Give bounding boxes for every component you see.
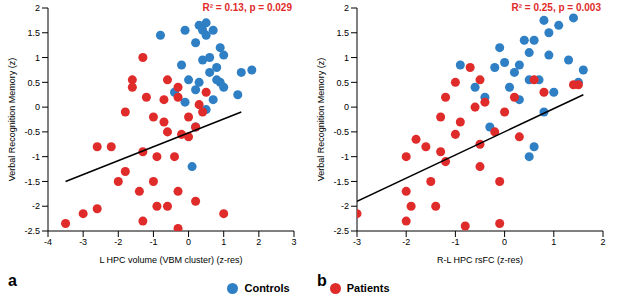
svg-text:1.5: 1.5 (336, 28, 349, 38)
svg-text:-2.5: -2.5 (24, 226, 40, 236)
html-text:Controls: Controls (244, 282, 290, 294)
svg-text:1: 1 (221, 237, 226, 247)
svg-text:R-L HPC rsFC (z-res): R-L HPC rsFC (z-res) (437, 255, 523, 265)
svg-text:0: 0 (186, 237, 191, 247)
svg-text:-2: -2 (341, 201, 349, 211)
svg-text:-2: -2 (32, 201, 40, 211)
svg-text:1.5: 1.5 (27, 28, 40, 38)
svg-text:-1.5: -1.5 (333, 177, 349, 187)
svg-text:-2: -2 (402, 237, 410, 247)
svg-text:-3: -3 (79, 237, 87, 247)
svg-text:Verbal Recognition Memory (z): Verbal Recognition Memory (z) (316, 58, 326, 182)
svg-text:2: 2 (600, 237, 605, 247)
svg-text:2: 2 (35, 3, 40, 13)
svg-text:-1: -1 (32, 152, 40, 162)
html-text:a: a (8, 272, 17, 289)
svg-text:2: 2 (256, 237, 261, 247)
html-text:Patients: Patients (346, 282, 390, 294)
svg-text:3: 3 (291, 237, 296, 247)
html-text:R² = 0.25, p = 0.003: R² = 0.25, p = 0.003 (511, 2, 601, 13)
svg-text:-1: -1 (149, 237, 157, 247)
svg-text:-1: -1 (451, 237, 459, 247)
svg-text:-1.5: -1.5 (24, 177, 40, 187)
svg-text:-0.5: -0.5 (24, 127, 40, 137)
svg-text:0: 0 (35, 102, 40, 112)
html-text:b: b (317, 272, 327, 289)
svg-text:0.5: 0.5 (27, 78, 40, 88)
svg-text:-4: -4 (44, 237, 52, 247)
svg-text:0: 0 (502, 237, 507, 247)
svg-text:-3: -3 (353, 237, 361, 247)
svg-text:2: 2 (344, 3, 349, 13)
svg-text:1: 1 (551, 237, 556, 247)
svg-text:-0.5: -0.5 (333, 127, 349, 137)
svg-text:0.5: 0.5 (336, 78, 349, 88)
svg-text:Verbal Recognition Memory (z): Verbal Recognition Memory (z) (7, 58, 17, 182)
svg-text:-2.5: -2.5 (333, 226, 349, 236)
svg-text:1: 1 (344, 53, 349, 63)
svg-text:L HPC volume (VBM cluster) (z-: L HPC volume (VBM cluster) (z-res) (99, 255, 242, 265)
svg-text:1: 1 (35, 53, 40, 63)
svg-text:-1: -1 (341, 152, 349, 162)
html-text:R² = 0.13, p = 0.029: R² = 0.13, p = 0.029 (202, 2, 292, 13)
svg-text:-2: -2 (114, 237, 122, 247)
svg-text:0: 0 (344, 102, 349, 112)
